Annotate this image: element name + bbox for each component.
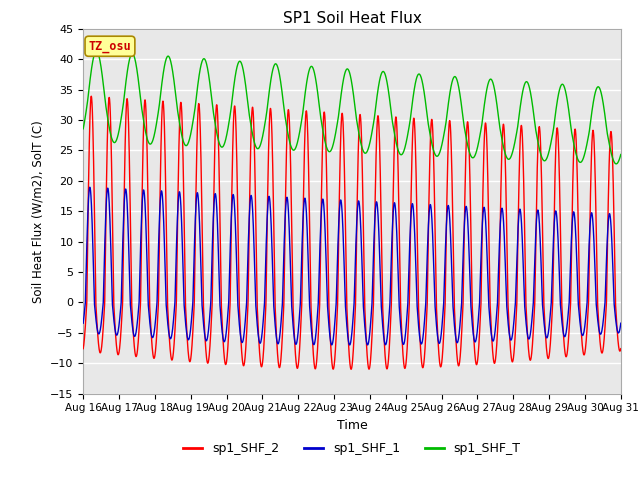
- sp1_SHF_T: [93, 48, 100, 54]
- sp1_SHF_2: [309, 343, 317, 349]
- sp1_SHF_1: [617, 320, 625, 326]
- sp1_SHF_2: [88, 93, 95, 99]
- Line: sp1_SHF_1: sp1_SHF_1: [83, 187, 621, 345]
- sp1_SHF_T: [285, 138, 293, 144]
- sp1_SHF_2: [141, 98, 148, 104]
- sp1_SHF_T: [173, 100, 180, 106]
- sp1_SHF_1: [309, 339, 317, 345]
- sp1_SHF_1: [173, 239, 180, 245]
- sp1_SHF_2: [79, 346, 87, 351]
- sp1_SHF_T: [617, 152, 625, 157]
- X-axis label: Time: Time: [337, 419, 367, 432]
- sp1_SHF_1: [86, 184, 93, 190]
- sp1_SHF_1: [79, 320, 87, 326]
- sp1_SHF_T: [309, 65, 317, 71]
- sp1_SHF_2: [617, 346, 625, 351]
- sp1_SHF_2: [607, 130, 614, 136]
- sp1_SHF_1: [549, 256, 557, 262]
- sp1_SHF_2: [285, 122, 293, 128]
- Y-axis label: Soil Heat Flux (W/m2), SolT (C): Soil Heat Flux (W/m2), SolT (C): [31, 120, 45, 302]
- Title: SP1 Soil Heat Flux: SP1 Soil Heat Flux: [283, 11, 421, 26]
- sp1_SHF_2: [173, 285, 180, 290]
- Line: sp1_SHF_T: sp1_SHF_T: [83, 51, 621, 164]
- sp1_SHF_T: [607, 146, 614, 152]
- sp1_SHF_1: [346, 342, 353, 348]
- Line: sp1_SHF_2: sp1_SHF_2: [83, 96, 621, 369]
- sp1_SHF_T: [548, 132, 556, 138]
- Legend: sp1_SHF_2, sp1_SHF_1, sp1_SHF_T: sp1_SHF_2, sp1_SHF_1, sp1_SHF_T: [179, 437, 525, 460]
- sp1_SHF_T: [141, 124, 148, 130]
- sp1_SHF_T: [612, 161, 620, 167]
- sp1_SHF_2: [549, 300, 557, 306]
- sp1_SHF_1: [285, 235, 293, 240]
- sp1_SHF_1: [607, 217, 614, 223]
- sp1_SHF_2: [348, 366, 355, 372]
- sp1_SHF_T: [79, 126, 87, 132]
- sp1_SHF_1: [141, 195, 148, 201]
- Text: TZ_osu: TZ_osu: [88, 40, 131, 53]
